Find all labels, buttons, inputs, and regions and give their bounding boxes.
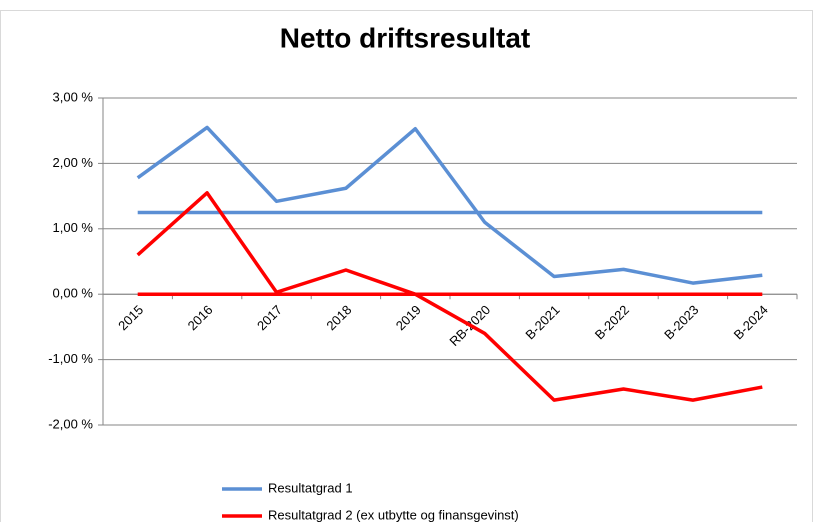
y-tick-label: 0,00 %	[53, 286, 94, 301]
legend-label: Resultatgrad 1	[268, 480, 353, 495]
x-tick-label: 2018	[323, 302, 354, 333]
x-tick-label: 2015	[115, 302, 146, 333]
x-tick-label: 2017	[254, 302, 285, 333]
y-tick-label: 1,00 %	[53, 220, 94, 235]
y-tick-label: -2,00 %	[48, 416, 93, 431]
x-tick-label: B-2021	[522, 302, 562, 342]
series-line	[136, 191, 763, 402]
x-tick-label: B-2022	[592, 302, 632, 342]
x-tick-label: 2019	[393, 302, 424, 333]
x-tick-label: B-2023	[661, 302, 701, 342]
series-line	[136, 125, 763, 285]
y-tick-label: 2,00 %	[53, 155, 94, 170]
x-tick-label: B-2024	[731, 302, 771, 342]
chart-border	[0, 10, 813, 522]
legend-label: Resultatgrad 2 (ex utbytte og finansgevi…	[268, 507, 519, 522]
x-tick-label: 2016	[185, 302, 216, 333]
y-tick-label: -1,00 %	[48, 351, 93, 366]
chart-title: Netto driftsresultat	[280, 22, 530, 53]
y-tick-label: 3,00 %	[53, 89, 94, 104]
